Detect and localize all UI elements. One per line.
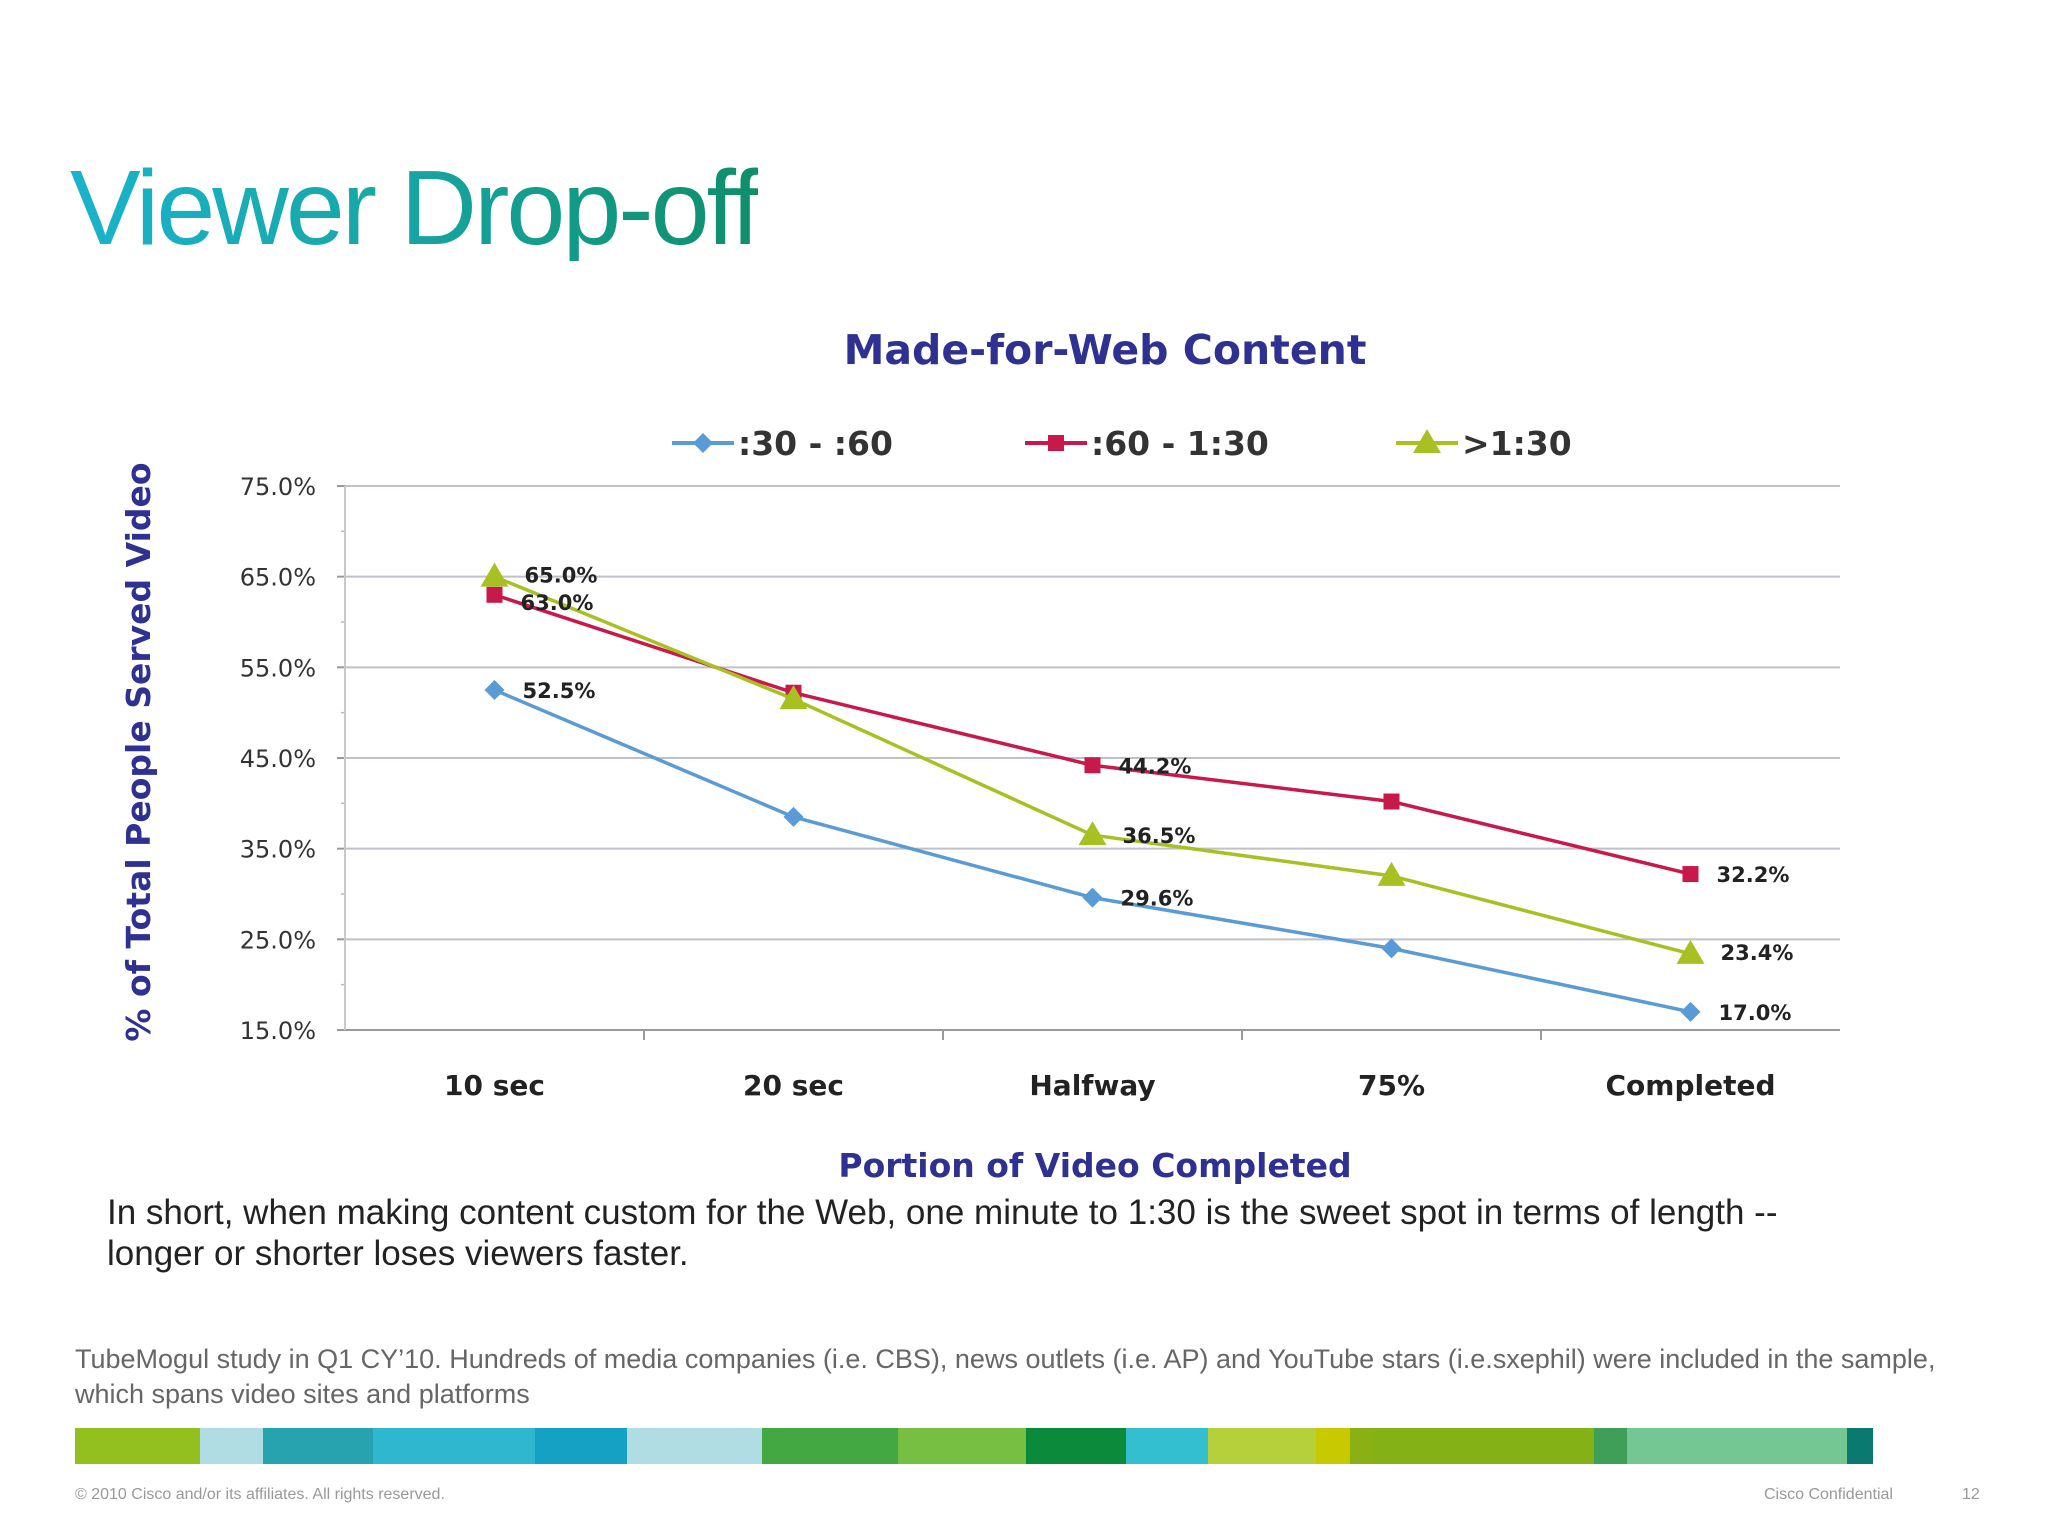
- legend-label: >1:30: [1462, 424, 1572, 463]
- data-label: 44.2%: [1119, 754, 1192, 778]
- square-marker: [1084, 757, 1101, 774]
- square-marker: [1048, 435, 1064, 451]
- chart-title: Made-for-Web Content: [844, 326, 1367, 374]
- copyright-text: © 2010 Cisco and/or its affiliates. All …: [75, 1486, 445, 1503]
- x-tick-label: 75%: [1358, 1069, 1425, 1102]
- decorative-color-band: [75, 1428, 1973, 1464]
- series-line: [493, 688, 1691, 1014]
- chart-legend: :30 - :60 :60 - 1:30 >1:30: [672, 424, 1572, 463]
- x-axis-label: Portion of Video Completed: [838, 1146, 1351, 1185]
- y-tick-label: 65.0%: [240, 564, 316, 592]
- diamond-marker: [1381, 938, 1402, 959]
- color-band-segment: [1374, 1428, 1594, 1464]
- line-chart: Made-for-Web Content :30 - :60 :60 - 1:30…: [119, 326, 1840, 1185]
- data-label: 17.0%: [1719, 1001, 1792, 1025]
- y-tick-label: 35.0%: [240, 836, 316, 864]
- source-footnote: TubeMogul study in Q1 CY’10. Hundreds of…: [75, 1344, 1936, 1409]
- triangle-marker: [779, 685, 808, 710]
- color-band-segment: [75, 1428, 200, 1464]
- color-band-segment: [1627, 1428, 1847, 1464]
- data-label: 65.0%: [525, 564, 598, 588]
- diamond-marker: [484, 680, 505, 700]
- legend-label: :60 - 1:30: [1091, 424, 1269, 463]
- chart-series: 52.5% 29.6% 17.0% 63.0% 44.2% 32.2% 65.0% 36.5%…: [480, 562, 1794, 1025]
- color-band-segment: [627, 1428, 762, 1464]
- color-band-segment: [1847, 1428, 1873, 1464]
- data-label: 36.5%: [1123, 824, 1196, 848]
- color-band-segment: [535, 1428, 627, 1464]
- data-label: 32.2%: [1717, 863, 1790, 887]
- series-3: [480, 562, 1705, 964]
- square-marker: [1682, 866, 1699, 883]
- diamond-marker: [693, 433, 713, 453]
- x-tick-label: Completed: [1605, 1069, 1775, 1102]
- x-tick-label: 20 sec: [743, 1069, 844, 1102]
- square-marker: [1383, 793, 1400, 810]
- y-axis-label: % of Total People Served Video: [119, 462, 158, 1041]
- color-band-segment: [263, 1428, 373, 1464]
- confidential-label: Cisco Confidential: [1764, 1486, 1893, 1503]
- legend-label: :30 - :60: [738, 424, 893, 463]
- color-band-segment: [1208, 1428, 1316, 1464]
- y-tick-label: 45.0%: [240, 745, 316, 773]
- y-tick-label: 55.0%: [240, 654, 316, 682]
- color-band-segment: [1126, 1428, 1208, 1464]
- y-axis-ticks: 75.0% 65.0% 55.0% 45.0% 35.0% 25.0% 15.0%: [240, 473, 316, 1045]
- data-label: 52.5%: [523, 679, 596, 703]
- y-tick-label: 25.0%: [240, 926, 316, 954]
- data-label: 29.6%: [1121, 887, 1194, 911]
- summary-text: In short, when making content custom for…: [107, 1193, 1778, 1273]
- diamond-marker: [1082, 887, 1103, 908]
- page-number: 12: [1962, 1486, 1980, 1503]
- color-band-segment: [1316, 1428, 1350, 1464]
- series-1: [484, 680, 1701, 1022]
- color-band-segment: [373, 1428, 535, 1464]
- color-band-segment: [762, 1428, 898, 1464]
- triangle-marker: [1377, 861, 1406, 886]
- data-label: 63.0%: [521, 591, 594, 615]
- triangle-marker: [1078, 821, 1107, 846]
- triangle-marker: [480, 562, 509, 587]
- color-band-segment: [1026, 1428, 1126, 1464]
- data-label: 23.4%: [1721, 941, 1794, 965]
- x-axis-ticks: 10 sec 20 sec Halfway 75% Completed: [444, 1069, 1775, 1102]
- slide-title: Viewer Drop-off: [70, 149, 761, 267]
- triangle-marker: [1676, 939, 1705, 964]
- color-band-segment: [1594, 1428, 1627, 1464]
- y-tick-label: 75.0%: [240, 473, 316, 501]
- y-tick-label: 15.0%: [240, 1017, 316, 1045]
- color-band-segment: [1350, 1428, 1374, 1464]
- square-marker: [486, 586, 503, 603]
- color-band-segment: [200, 1428, 263, 1464]
- diamond-marker: [1680, 1001, 1701, 1022]
- diamond-marker: [783, 806, 804, 827]
- x-tick-label: Halfway: [1029, 1069, 1155, 1102]
- triangle-marker: [1413, 429, 1441, 453]
- x-tick-label: 10 sec: [444, 1069, 545, 1102]
- color-band-segment: [898, 1428, 1026, 1464]
